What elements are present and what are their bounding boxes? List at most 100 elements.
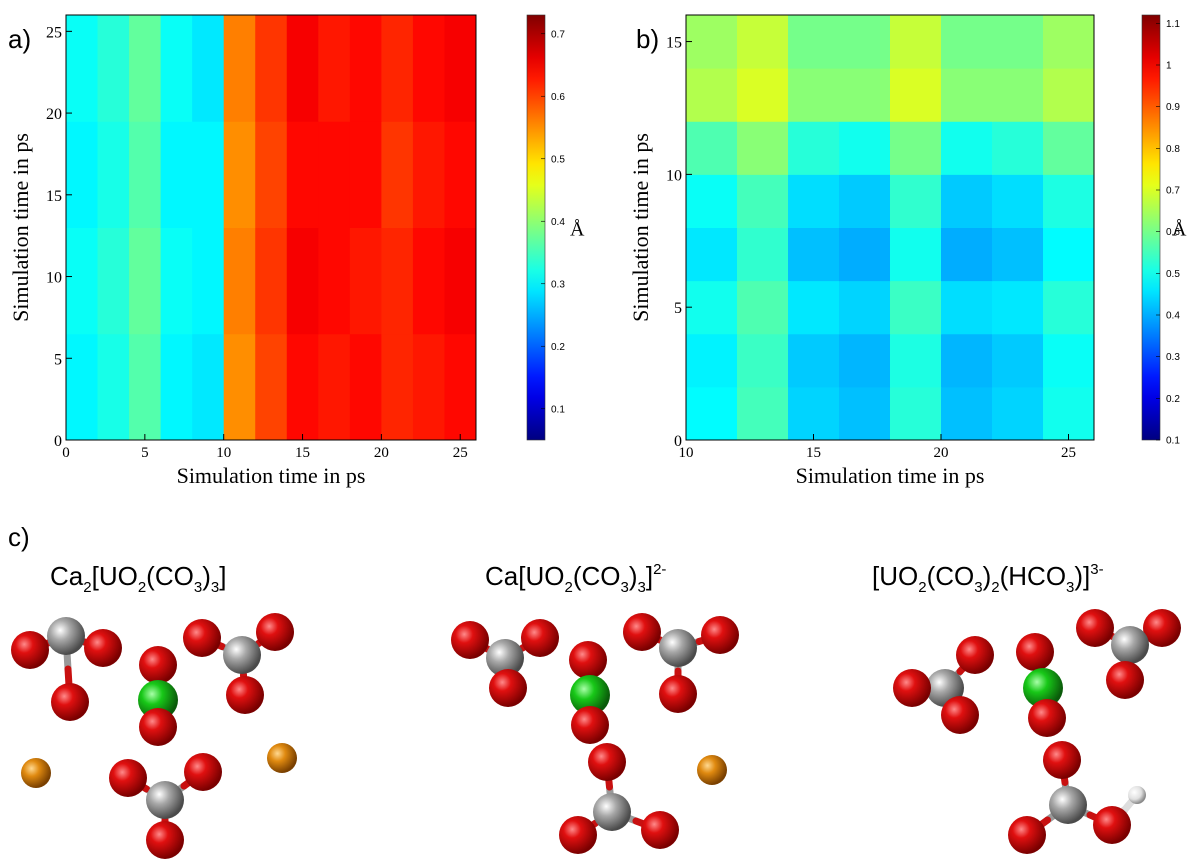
y-axis-label: Simulation time in ps	[8, 133, 33, 322]
colorbar-label: Å	[1172, 219, 1187, 241]
y-tick-label: 5	[54, 351, 62, 368]
heatmap-cell	[129, 121, 161, 228]
colorbar-tick-label: 0.9	[1166, 102, 1180, 113]
atom	[139, 708, 177, 746]
heatmap-cell	[287, 121, 319, 228]
heatmap-cell	[1043, 281, 1095, 335]
formula-part: [UO	[92, 561, 138, 591]
heatmap-cell	[737, 334, 789, 388]
formula-part: )	[629, 561, 638, 591]
atom	[521, 619, 559, 657]
heatmap-cell	[413, 15, 445, 122]
colorbar-label: Å	[570, 219, 585, 241]
heatmap-cell	[1043, 15, 1095, 69]
formula-part: (CO	[927, 561, 975, 591]
colorbar-tick-label: 0.3	[551, 279, 565, 290]
atom	[1049, 786, 1087, 824]
heatmap-cell	[737, 387, 789, 441]
colorbar-tick-label: 0.2	[551, 342, 565, 353]
heatmap-cell	[839, 15, 891, 69]
heatmap-cell	[224, 121, 256, 228]
atom	[1028, 699, 1066, 737]
heatmap-cell	[992, 15, 1044, 69]
atom	[893, 669, 931, 707]
heatmap-cell	[737, 15, 789, 69]
heatmap-cell	[737, 228, 789, 282]
x-tick-label: 5	[141, 445, 149, 461]
heatmap-cell	[890, 121, 942, 175]
heatmap-cell	[890, 228, 942, 282]
colorbar-tick-label: 0.1	[551, 404, 565, 415]
heatmap-cell	[890, 281, 942, 335]
y-tick-label: 25	[46, 24, 62, 41]
colorbar-tick-label: 0.4	[1166, 311, 1180, 322]
x-tick-label: 15	[295, 445, 310, 461]
heatmap-cell	[129, 15, 161, 122]
y-tick-label: 10	[46, 270, 62, 287]
heatmap-cell	[686, 68, 738, 122]
atom	[489, 669, 527, 707]
formula-part: 2	[991, 579, 999, 596]
heatmap-cell	[788, 15, 840, 69]
heatmap-cell	[161, 15, 193, 122]
heatmap-cell	[839, 174, 891, 228]
atom	[956, 636, 994, 674]
heatmap-cell	[287, 334, 319, 441]
heatmap-cell	[941, 228, 993, 282]
heatmap-cell	[788, 334, 840, 388]
heatmap-cell	[686, 334, 738, 388]
heatmap-cell	[737, 68, 789, 122]
formula-part: )	[983, 561, 992, 591]
heatmap-cell	[66, 121, 98, 228]
heatmap-cell	[413, 228, 445, 335]
colorbar	[1142, 15, 1160, 440]
x-tick-label: 10	[216, 445, 231, 461]
atom	[1076, 609, 1114, 647]
formula-part: (CO	[573, 561, 621, 591]
formula-part: 3	[620, 579, 628, 596]
heatmap-cell	[686, 387, 738, 441]
heatmap-cell	[788, 174, 840, 228]
heatmap-cell	[444, 228, 476, 335]
heatmap-cell	[161, 121, 193, 228]
formula-part: Ca	[50, 561, 84, 591]
atom	[623, 613, 661, 651]
atom	[21, 758, 51, 788]
heatmap-cell	[161, 334, 193, 441]
heatmap-cell	[992, 68, 1044, 122]
heatmap-cell	[98, 15, 130, 122]
heatmap-cell	[890, 334, 942, 388]
atom	[1043, 741, 1081, 779]
colorbar-tick-label: 0.7	[551, 29, 565, 40]
atom	[146, 821, 184, 859]
x-tick-label: 25	[1061, 445, 1076, 461]
heatmap-cell	[98, 121, 130, 228]
heatmap-cell	[737, 281, 789, 335]
x-tick-label: 15	[806, 445, 821, 461]
atom	[701, 616, 739, 654]
atom	[571, 706, 609, 744]
atom	[146, 781, 184, 819]
atom	[1111, 626, 1149, 664]
heatmap-cell	[788, 121, 840, 175]
heatmap-cell	[992, 228, 1044, 282]
heatmap-cell	[941, 68, 993, 122]
heatmap-cell	[318, 121, 350, 228]
heatmap-cell	[941, 15, 993, 69]
atom	[659, 675, 697, 713]
heatmap-cell	[941, 174, 993, 228]
heatmap-cell	[224, 228, 256, 335]
y-tick-label: 15	[666, 35, 682, 52]
atom	[593, 793, 631, 831]
heatmap-cell	[318, 15, 350, 122]
heatmap-cell	[788, 387, 840, 441]
heatmap-cell	[192, 228, 224, 335]
heatmap-cell	[350, 121, 382, 228]
formula-part: ]	[219, 561, 226, 591]
atom	[184, 753, 222, 791]
heatmap-cell	[98, 334, 130, 441]
atom	[1016, 633, 1054, 671]
heatmap-cell	[992, 174, 1044, 228]
heatmap-cell	[444, 15, 476, 122]
atom	[641, 811, 679, 849]
